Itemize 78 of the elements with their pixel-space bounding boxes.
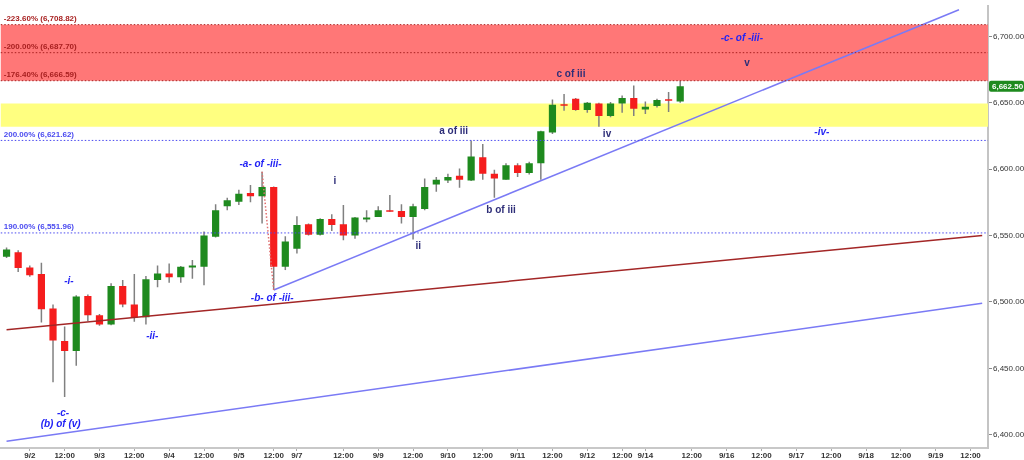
annotation: 6,662.50 — [992, 81, 1024, 91]
x-tick-label: 9/12 — [579, 451, 596, 460]
x-tick-label: 9/9 — [372, 451, 385, 460]
candlestick — [188, 259, 196, 280]
candlestick — [421, 177, 429, 212]
ref-line-label: -176.40% (6,666.59) — [3, 69, 78, 79]
y-tick-label: 6,700.00 — [993, 31, 1024, 41]
y-tick-label: 6,600.00 — [993, 164, 1024, 174]
candlestick — [618, 94, 626, 114]
y-tick-label: 6,550.00 — [993, 230, 1024, 240]
x-tick-label: 12:00 — [820, 451, 842, 460]
x-tick-label: 12:00 — [402, 451, 424, 460]
candlestick — [455, 167, 464, 189]
x-tick-label: 9/10 — [440, 451, 457, 460]
ref-line-label: -223.60% (6,708.82) — [3, 13, 78, 23]
annotation: -a- of -iii- — [239, 158, 283, 170]
candlestick — [665, 91, 673, 113]
candlestick — [119, 279, 127, 308]
annotation: i — [333, 174, 337, 186]
x-tick-label: 9/3 — [93, 451, 106, 460]
x-tick-label: 12:00 — [960, 451, 982, 460]
x-tick-label: 9/7 — [291, 451, 304, 460]
candlestick — [84, 293, 92, 322]
ref-line-label: -200.00% (6,687.70) — [3, 41, 78, 51]
x-tick-label: 12:00 — [751, 451, 773, 460]
x-tick-label: 12:00 — [124, 451, 146, 460]
x-tick-label: 12:00 — [611, 451, 633, 460]
annotation: b of iii — [486, 203, 517, 215]
annotation: iv — [602, 127, 612, 139]
x-tick-label: 12:00 — [333, 451, 355, 460]
x-tick-label: 9/18 — [858, 451, 875, 460]
x-tick-label: 9/16 — [718, 451, 735, 460]
x-tick-label: 9/19 — [927, 451, 945, 460]
annotation: -c- of -iii- — [720, 32, 764, 44]
candlestick — [479, 143, 487, 181]
annotation: -iv- — [814, 126, 831, 138]
annotation: -ii- — [146, 329, 160, 341]
ref-line-label: 200.00% (6,621.62) — [3, 129, 75, 139]
x-tick-label: 12:00 — [263, 451, 285, 460]
candlestick — [386, 194, 394, 213]
annotation: v — [744, 57, 751, 69]
y-tick-label: 6,400.00 — [993, 429, 1024, 439]
annotation: a of iii — [439, 124, 469, 136]
x-tick-label: 12:00 — [54, 451, 76, 460]
ref-line-label: 190.00% (6,551.96) — [3, 222, 75, 232]
x-tick-label: 9/4 — [163, 451, 176, 460]
candlestick — [676, 80, 684, 104]
x-tick-label: 9/17 — [788, 451, 805, 460]
x-tick-label: 9/2 — [24, 451, 36, 460]
annotation: c of iii — [556, 67, 586, 79]
x-tick-label: 12:00 — [542, 451, 564, 460]
annotation: (b) of (v) — [40, 418, 82, 430]
candlestick — [14, 249, 22, 273]
x-tick-label: 9/14 — [637, 451, 654, 460]
annotation: -c- — [56, 406, 70, 418]
annotation: -i- — [64, 275, 75, 287]
x-tick-label: 9/11 — [510, 451, 526, 460]
x-tick-label: 12:00 — [472, 451, 494, 460]
y-tick-label: 6,450.00 — [993, 363, 1024, 373]
candlestick — [258, 171, 266, 225]
x-tick-label: 12:00 — [681, 451, 703, 460]
x-tick-label: 12:00 — [193, 451, 215, 460]
candlestick — [61, 325, 69, 398]
y-tick-label: 6,650.00 — [993, 97, 1024, 107]
candlestick — [467, 139, 475, 182]
candlestick — [153, 264, 162, 289]
annotation: ii — [415, 240, 422, 252]
candlestick — [409, 202, 417, 241]
candlestick — [165, 262, 173, 284]
candlestick — [293, 215, 301, 255]
y-tick-label: 6,500.00 — [993, 297, 1024, 307]
x-tick-label: 12:00 — [890, 451, 912, 460]
candlestick — [560, 93, 568, 112]
candlestick — [339, 204, 347, 241]
candlestick — [630, 84, 638, 117]
x-tick-label: 9/5 — [233, 451, 245, 460]
annotation: -b- of -iii- — [250, 291, 295, 303]
candlestick — [397, 203, 406, 225]
